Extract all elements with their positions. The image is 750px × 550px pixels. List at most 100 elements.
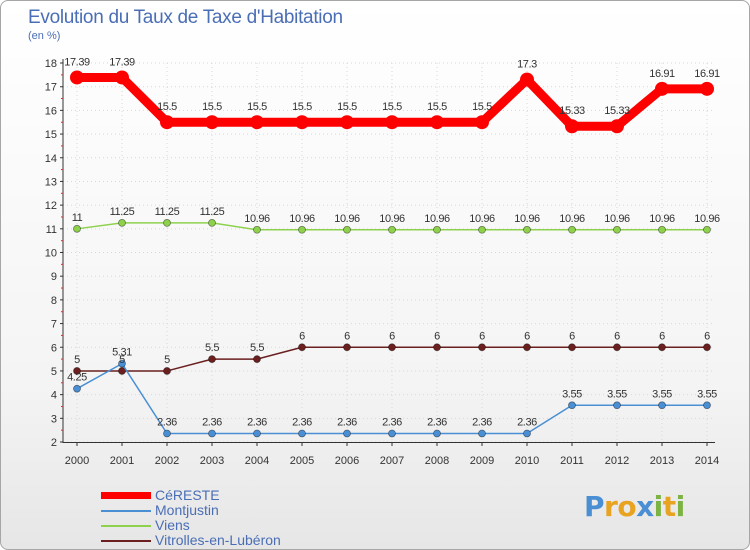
- data-label: 15.5: [202, 101, 222, 113]
- data-point: [478, 343, 486, 352]
- data-point: [70, 70, 84, 85]
- data-point: [253, 429, 261, 438]
- x-tick-label: 2000: [65, 455, 89, 467]
- data-point: [115, 70, 129, 85]
- y-tick-label: 14: [45, 153, 57, 165]
- y-tick-label: 6: [51, 342, 57, 354]
- data-label: 6: [704, 330, 710, 342]
- data-label: 6: [659, 330, 665, 342]
- x-tick-label: 2009: [470, 455, 494, 467]
- data-label: 6: [614, 330, 620, 342]
- data-label: 2.36: [247, 416, 267, 428]
- x-tick-label: 2003: [200, 455, 224, 467]
- data-label: 10.96: [694, 213, 720, 225]
- y-tick-label: 3: [51, 413, 57, 425]
- data-point: [520, 72, 534, 87]
- x-tick-label: 2011: [560, 455, 584, 467]
- chart-title: Evolution du Taux de Taxe d'Habitation: [28, 7, 343, 28]
- data-label: 2.36: [382, 416, 402, 428]
- data-point: [388, 429, 396, 438]
- y-tick-label: 4: [51, 390, 57, 402]
- data-point: [73, 367, 81, 375]
- data-label: 2.36: [157, 416, 177, 428]
- y-tick-label: 8: [51, 295, 57, 307]
- data-label: 15.33: [559, 105, 585, 117]
- data-point: [343, 225, 351, 234]
- y-tick-label: 7: [51, 319, 57, 331]
- data-label: 6: [344, 330, 350, 342]
- data-point: [340, 115, 354, 130]
- data-point: [523, 343, 531, 352]
- data-point: [118, 218, 126, 227]
- data-point: [478, 429, 486, 438]
- y-tick-label: 11: [46, 224, 57, 236]
- data-point: [160, 115, 174, 130]
- data-label: 2.36: [427, 416, 447, 428]
- data-label: 17.3: [517, 59, 537, 71]
- x-tick-label: 2002: [155, 455, 179, 467]
- data-point: [385, 115, 399, 130]
- legend-label: Viens: [155, 517, 190, 533]
- x-tick-label: 2006: [335, 455, 359, 467]
- data-point: [700, 81, 714, 96]
- legend-label: CéRESTE: [155, 487, 220, 503]
- y-tick-label: 5: [51, 366, 57, 378]
- legend-swatch-viens: [101, 525, 151, 527]
- data-point: [73, 384, 81, 393]
- x-tick-label: 2013: [650, 455, 674, 467]
- data-label: 11.25: [200, 206, 225, 218]
- data-label: 3.55: [607, 388, 627, 400]
- data-point: [118, 359, 126, 368]
- x-tick-label: 2014: [695, 455, 719, 467]
- data-label: 16.91: [694, 68, 720, 80]
- data-label: 15.5: [292, 101, 312, 113]
- data-label: 16.91: [649, 68, 675, 80]
- data-point: [253, 355, 261, 363]
- data-label: 5.31: [112, 347, 132, 359]
- data-point: [658, 225, 666, 234]
- data-point: [208, 218, 216, 227]
- x-tick-label: 2004: [245, 455, 269, 467]
- data-point: [250, 115, 264, 130]
- data-point: [610, 119, 624, 134]
- x-tick-label: 2005: [290, 455, 314, 467]
- data-point: [613, 343, 621, 352]
- data-point: [253, 225, 261, 234]
- data-label: 2.36: [202, 416, 222, 428]
- data-point: [163, 218, 171, 227]
- data-label: 3.55: [697, 388, 717, 400]
- data-point: [388, 225, 396, 234]
- data-label: 10.96: [604, 213, 630, 225]
- y-tick-label: 17: [45, 82, 57, 94]
- data-point: [163, 429, 171, 438]
- data-label: 10.96: [289, 213, 315, 225]
- data-label: 5: [164, 354, 170, 366]
- data-label: 10.96: [424, 213, 450, 225]
- data-label: 10.96: [514, 213, 540, 225]
- data-point: [568, 225, 576, 234]
- data-point: [658, 401, 666, 410]
- data-label: 5.5: [250, 342, 264, 354]
- data-label: 3.55: [652, 388, 672, 400]
- legend-swatch-cereste: [101, 492, 151, 499]
- data-point: [208, 429, 216, 438]
- data-point: [703, 401, 711, 410]
- unit-label: (en %): [28, 30, 61, 42]
- data-label: 6: [569, 330, 575, 342]
- data-label: 15.5: [427, 101, 447, 113]
- data-label: 6: [299, 330, 305, 342]
- data-point: [208, 355, 216, 363]
- data-label: 5.5: [205, 342, 219, 354]
- data-point: [703, 225, 711, 234]
- data-label: 5: [74, 354, 80, 366]
- legend-swatch-vitrolles: [101, 540, 151, 542]
- legend-label: Montjustin: [155, 502, 219, 518]
- data-point: [298, 429, 306, 438]
- data-label: 15.5: [382, 101, 402, 113]
- data-point: [433, 429, 441, 438]
- y-tick-label: 15: [45, 129, 57, 141]
- legend-label: Vitrolles-en-Lubéron: [155, 532, 281, 548]
- data-label: 3.55: [562, 388, 582, 400]
- data-label: 6: [389, 330, 395, 342]
